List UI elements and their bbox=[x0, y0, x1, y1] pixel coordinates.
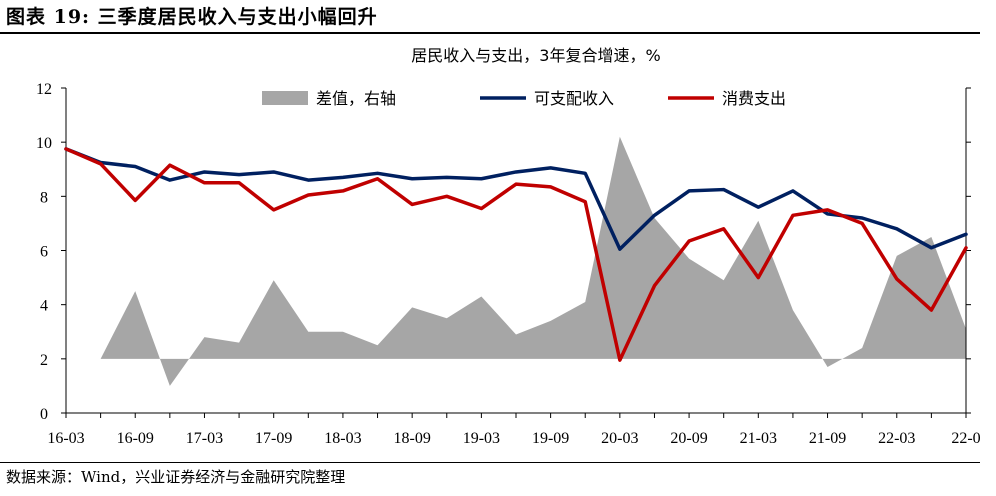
x-tick-label: 16-03 bbox=[47, 430, 84, 447]
x-tick-label: 17-03 bbox=[186, 430, 223, 447]
y-tick-label: 8 bbox=[40, 189, 48, 206]
x-tick-label: 22-03 bbox=[878, 430, 915, 447]
chart-title: 居民收入与支出，3年复合增速，% bbox=[411, 46, 660, 65]
x-tick-label: 19-09 bbox=[532, 430, 569, 447]
x-tick-label: 22-0 bbox=[951, 430, 980, 447]
x-tick-label: 21-03 bbox=[740, 430, 777, 447]
source-rule bbox=[0, 462, 980, 463]
y-tick-label: 6 bbox=[40, 244, 48, 261]
y-tick-label: 0 bbox=[40, 406, 48, 423]
x-tick-label: 20-09 bbox=[670, 430, 707, 447]
y-tick-label: 12 bbox=[36, 81, 52, 98]
line-series-1 bbox=[64, 147, 968, 251]
x-tick-label: 19-03 bbox=[463, 430, 500, 447]
x-tick-label: 20-03 bbox=[601, 430, 638, 447]
source-note: 数据来源：Wind，兴业证券经济与金融研究院整理 bbox=[6, 468, 346, 486]
area-series-0 bbox=[66, 136, 966, 386]
title-rule bbox=[0, 32, 980, 34]
figure-title: 图表 19: 三季度居民收入与支出小幅回升 bbox=[6, 6, 378, 28]
line-series-2 bbox=[64, 147, 968, 362]
x-tick-label: 18-09 bbox=[393, 430, 430, 447]
legend-swatch bbox=[262, 91, 308, 105]
legend-label: 可支配收入 bbox=[534, 89, 614, 108]
x-tick-label: 17-09 bbox=[255, 430, 292, 447]
x-tick-label: 21-09 bbox=[809, 430, 846, 447]
legend-label: 差值，右轴 bbox=[316, 89, 396, 108]
x-tick-label: 18-03 bbox=[324, 430, 361, 447]
x-tick-label: 16-09 bbox=[117, 430, 154, 447]
y-tick-label: 10 bbox=[36, 135, 52, 152]
y-tick-label: 2 bbox=[40, 352, 48, 369]
legend-label: 消费支出 bbox=[722, 89, 786, 108]
y-tick-label: 4 bbox=[40, 298, 48, 315]
